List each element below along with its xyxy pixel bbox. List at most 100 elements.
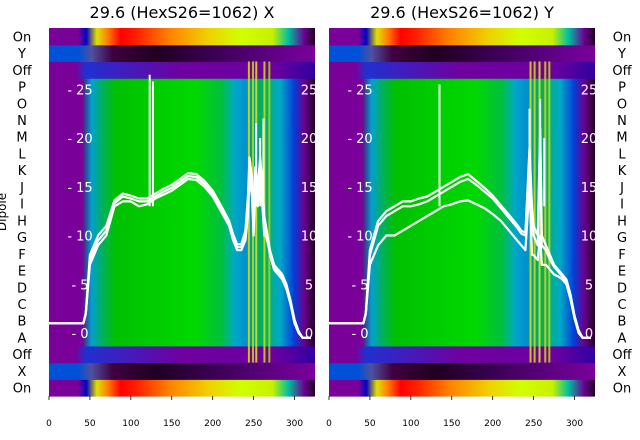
row-label-a: A	[618, 331, 627, 346]
chart-title: 29.6 (HexS26=1062) Y	[370, 3, 554, 22]
heatmap-row-d-6	[329, 278, 595, 297]
overlay-tick-20: - 20	[67, 132, 92, 147]
heatmap-row-h-10	[329, 212, 595, 230]
row-label-n: N	[617, 114, 627, 129]
overlay-trace-0	[49, 175, 311, 339]
row-label-e: E	[18, 265, 26, 280]
row-label-o: O	[17, 97, 27, 112]
row-label-m: M	[16, 131, 27, 146]
heatmap-row-a-3	[49, 329, 315, 347]
row-label-e: E	[618, 265, 626, 280]
row-label-i: I	[620, 198, 624, 213]
heatmap-row-a-3	[329, 329, 595, 347]
row-label-on: On	[13, 30, 31, 45]
x-tick-label-300: 300	[566, 419, 583, 429]
heatmap-row-l-14	[49, 145, 315, 163]
row-label-l: L	[18, 147, 26, 162]
heatmap-row-i-11	[49, 195, 315, 213]
row-label-m: M	[616, 131, 627, 146]
row-label-p: P	[618, 81, 626, 96]
heatmap-row-off-2	[329, 345, 595, 364]
heatmap-row-o-17	[329, 94, 595, 113]
overlay-tick-right-15: 15	[581, 181, 598, 196]
row-label-o: O	[617, 97, 627, 112]
overlay-tick-5: - 5	[71, 278, 88, 293]
overlay-tick-15: - 15	[67, 181, 92, 196]
heatmap-row-off-19	[329, 61, 595, 79]
overlay-trace-0	[329, 185, 591, 339]
heatmap-row-off-2	[49, 345, 315, 364]
row-label-b: B	[618, 315, 627, 330]
row-label-on: On	[13, 382, 31, 397]
row-label-g: G	[617, 231, 627, 246]
heatmap-row-y-20	[329, 44, 595, 63]
row-label-d: D	[17, 281, 27, 296]
row-label-a: A	[18, 331, 27, 346]
heatmap-row-g-9	[329, 228, 595, 247]
row-label-f: F	[18, 248, 25, 263]
overlay-trace-1	[49, 166, 311, 339]
row-label-off: Off	[612, 348, 632, 363]
x-tick-label-50: 50	[364, 419, 376, 429]
overlay-tick-0: - 0	[71, 327, 88, 342]
heatmap-row-l-14	[329, 145, 595, 163]
heatmap-row-on-21	[329, 28, 595, 46]
heatmap-row-on-21	[49, 28, 315, 46]
overlay-tick-right-20: 20	[581, 132, 598, 147]
overlay-tick-right-10: 10	[301, 230, 318, 245]
row-label-on: On	[613, 382, 631, 397]
heatmap-row-c-5	[329, 295, 595, 313]
stripe-3	[544, 61, 547, 363]
heatmap-row-m-15	[329, 128, 595, 146]
x-tick-label-150: 150	[443, 419, 460, 429]
x-tick-label-0: 0	[46, 419, 52, 429]
overlay-tick-25: - 25	[347, 83, 372, 98]
row-label-x: X	[618, 365, 627, 380]
heatmap-row-n-16	[49, 111, 315, 129]
overlay-tick-right-25: 25	[301, 83, 318, 98]
heatmap-row-on-0	[329, 379, 595, 397]
heatmap-row-b-4	[329, 312, 595, 330]
heatmap-row-h-10	[49, 212, 315, 230]
heatmap-row-y-20	[49, 44, 315, 63]
row-label-off: Off	[612, 64, 632, 79]
overlay-tick-20: - 20	[347, 132, 372, 147]
row-label-k: K	[618, 164, 627, 179]
overlay-tick-right-10: 10	[581, 230, 598, 245]
heatmap-row-b-4	[49, 312, 315, 330]
stripe-2	[255, 61, 258, 363]
overlay-tick-5: - 5	[351, 278, 368, 293]
heatmap-row-e-7	[329, 262, 595, 280]
overlay-tick-right-5: 5	[585, 278, 593, 293]
row-label-k: K	[18, 164, 27, 179]
overlay-tick-10: - 10	[67, 230, 92, 245]
row-label-g: G	[17, 231, 27, 246]
overlay-tick-15: - 15	[347, 181, 372, 196]
row-label-x: X	[18, 365, 27, 380]
row-label-h: H	[617, 214, 627, 229]
overlay-tick-right-5: 5	[305, 278, 313, 293]
x-tick-label-150: 150	[163, 419, 180, 429]
x-tick-label-250: 250	[525, 419, 542, 429]
row-label-c: C	[17, 298, 26, 313]
row-label-b: B	[18, 315, 27, 330]
heatmap-row-x-1	[329, 362, 595, 380]
x-tick-label-0: 0	[326, 419, 332, 429]
row-label-y: Y	[617, 47, 626, 62]
row-label-f: F	[618, 248, 625, 263]
overlay-trace-2	[49, 156, 311, 339]
row-label-j: J	[19, 181, 24, 196]
overlay-tick-right-0: 0	[585, 327, 593, 342]
heatmap-row-off-19	[49, 61, 315, 79]
heatmap-row-n-16	[329, 111, 595, 129]
overlay-tick-25: - 25	[67, 83, 92, 98]
row-label-i: I	[20, 198, 24, 213]
overlay-tick-right-0: 0	[305, 327, 313, 342]
stripe-1	[533, 61, 536, 363]
x-tick-label-50: 50	[84, 419, 96, 429]
overlay-tick-right-20: 20	[301, 132, 318, 147]
stripe-4	[548, 61, 551, 363]
row-label-n: N	[17, 114, 27, 129]
